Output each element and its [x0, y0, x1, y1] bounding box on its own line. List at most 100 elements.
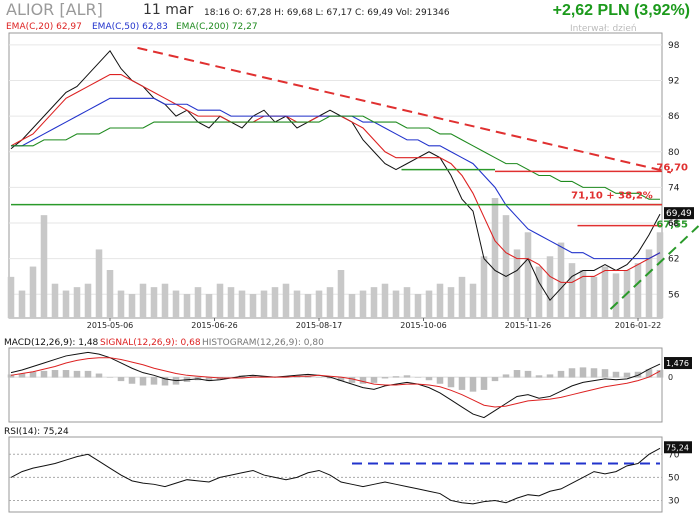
macd-histogram-bar	[62, 370, 70, 378]
trendline	[137, 46, 672, 174]
volume-bar	[326, 287, 334, 318]
price-x-tick-label: 2015-10-06	[400, 321, 447, 330]
ema200-line	[11, 115, 660, 200]
macd-histogram-bar	[205, 377, 213, 382]
macd-histogram-bar	[568, 368, 576, 378]
macd-histogram-bar	[150, 377, 158, 385]
volume-bar	[601, 266, 609, 318]
legend-ema200: EMA(C,200) 72,27	[176, 22, 258, 32]
macd-histogram-bar	[326, 377, 334, 379]
volume-bar	[524, 232, 532, 318]
macd-histogram-bar	[458, 377, 466, 390]
legend-signal: SIGNAL(12,26,9): 0,68	[100, 338, 201, 348]
volume-bar	[172, 290, 180, 318]
volume-bar	[161, 283, 169, 318]
volume-bar	[227, 287, 235, 318]
volume-bar	[216, 283, 224, 318]
macd-histogram-bar	[337, 377, 345, 382]
macd-signal-line	[10, 357, 661, 408]
volume-bar	[634, 263, 642, 318]
price-y-tick-label: 62	[668, 255, 679, 265]
trendline	[609, 225, 700, 310]
price-y-tick-label: 74	[668, 183, 680, 193]
volume-bar	[590, 276, 598, 318]
volume-bar	[150, 287, 158, 318]
macd-histogram-bar	[524, 370, 532, 378]
volume-bar	[568, 263, 576, 318]
macd-histogram-bar	[139, 377, 147, 386]
ticker-title: ALIOR [ALR]	[6, 0, 103, 19]
macd-histogram-bar	[535, 375, 543, 378]
macd-histogram-bar	[480, 377, 488, 390]
volume-bar	[205, 294, 213, 318]
macd-zero-label: 0	[668, 373, 673, 382]
volume-bar	[73, 287, 81, 318]
price-y-tick-label: 92	[668, 77, 679, 87]
macd-histogram-bar	[656, 370, 664, 378]
macd-histogram-bar	[40, 370, 48, 378]
macd-histogram-bar	[18, 373, 26, 378]
volume-bar	[403, 287, 411, 318]
macd-histogram-bar	[590, 368, 598, 378]
volume-bar	[315, 290, 323, 318]
macd-histogram-bar	[469, 377, 477, 392]
volume-bar	[359, 290, 367, 318]
macd-histogram-bar	[645, 369, 653, 378]
rsi-y-tick-label: 70	[668, 450, 680, 460]
macd-histogram-bar	[381, 377, 389, 379]
volume-bar	[348, 294, 356, 318]
rsi-value-box	[664, 441, 692, 454]
macd-histogram-bar	[403, 375, 411, 378]
volume-bar	[579, 270, 587, 318]
macd-histogram-bar	[513, 370, 521, 378]
volume-bar	[414, 294, 422, 318]
volume-bar	[612, 273, 620, 318]
macd-histogram-bar	[392, 376, 400, 378]
macd-histogram-bar	[7, 374, 15, 378]
macd-histogram-bar	[359, 377, 367, 384]
price-x-tick-label: 2015-08-17	[296, 321, 343, 330]
macd-value-label: 1,476	[666, 359, 689, 368]
legend-rsi: RSI(14): 75,24	[4, 427, 69, 437]
volume-bar	[392, 290, 400, 318]
macd-histogram-bar	[502, 374, 510, 378]
macd-histogram-bar	[546, 374, 554, 378]
price-x-tick-label: 2016-01-22	[615, 321, 662, 330]
legend-ema50: EMA(C,50) 62,83	[92, 22, 168, 32]
macd-histogram-bar	[579, 367, 587, 378]
volume-bar	[51, 283, 59, 318]
last-price-label: 69,49	[666, 209, 692, 219]
rsi-y-tick-label: 50	[668, 473, 680, 483]
volume-bar	[106, 270, 114, 318]
price-x-tick-label: 2015-05-06	[87, 321, 134, 330]
volume-bar	[84, 283, 92, 318]
interval-label: Interwał: dzień	[570, 24, 637, 34]
price-change: +2,62 PLN (3,92%)	[552, 2, 690, 19]
last-price-box	[664, 207, 694, 220]
volume-bar	[139, 283, 147, 318]
quote-ohlc: 18:16 O: 67,28 H: 69,68 L: 67,17 C: 69,4…	[204, 8, 450, 18]
volume-bar	[260, 290, 268, 318]
macd-histogram-bar	[161, 377, 169, 386]
volume-bar	[381, 283, 389, 318]
legend-ema20: EMA(C,20) 62,97	[6, 22, 82, 32]
macd-histogram-bar	[414, 377, 422, 378]
rsi-y-tick-label: 30	[668, 496, 680, 506]
volume-bar	[436, 283, 444, 318]
macd-histogram-bar	[447, 377, 455, 388]
volume-bar	[425, 290, 433, 318]
macd-histogram-bar	[117, 377, 125, 382]
volume-bar	[293, 290, 301, 318]
macd-line	[10, 351, 661, 419]
volume-bar	[469, 283, 477, 318]
volume-bar	[447, 287, 455, 318]
volume-bar	[282, 283, 290, 318]
macd-histogram-bar	[227, 377, 235, 378]
price-y-tick-label: 56	[668, 290, 680, 300]
ema50-line	[11, 97, 661, 260]
chart-header: ALIOR [ALR] 11 mar 18:16 O: 67,28 H: 69,…	[0, 0, 700, 24]
price-x-tick-label: 2015-11-26	[505, 321, 552, 330]
price-series-line	[10, 49, 661, 302]
macd-histogram-bar	[425, 377, 433, 381]
